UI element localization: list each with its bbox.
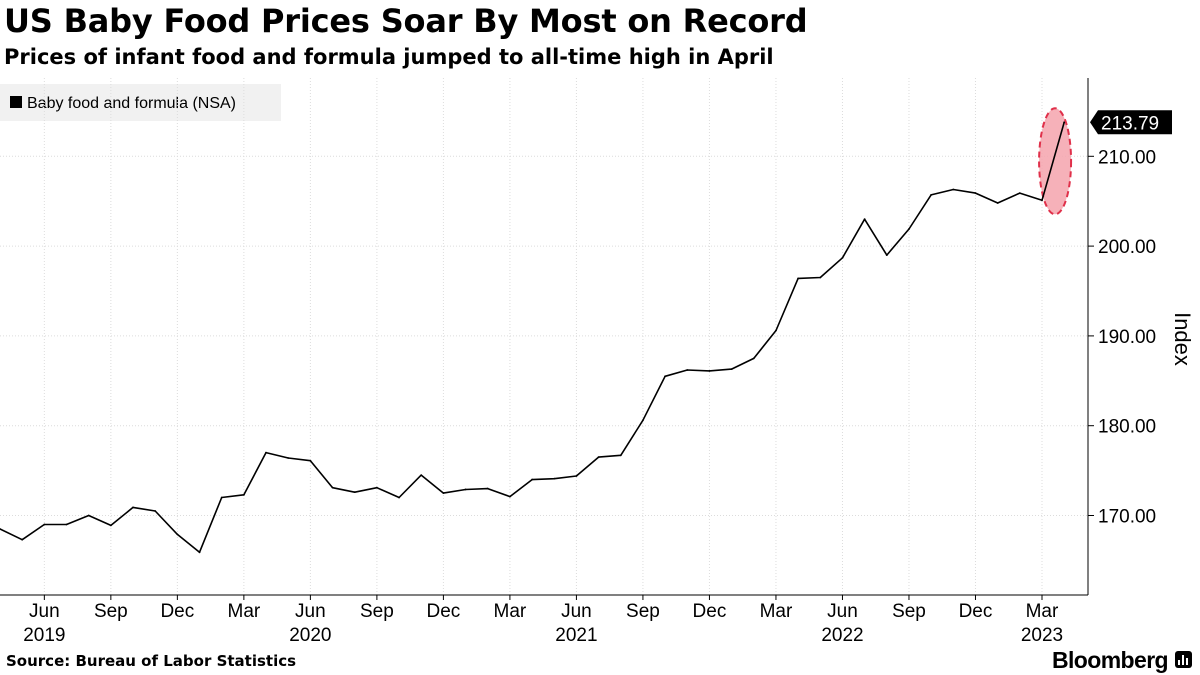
data-point bbox=[996, 202, 999, 204]
last-value-label: 213.79 bbox=[1101, 113, 1159, 134]
x-tick-label: Dec bbox=[959, 601, 993, 622]
y-axis-label: Index bbox=[1170, 312, 1195, 366]
chart-subtitle: Prices of infant food and formula jumped… bbox=[4, 45, 774, 69]
x-tick-label: Mar bbox=[1026, 601, 1059, 622]
source-note: Source: Bureau of Labor Statistics bbox=[6, 652, 297, 670]
x-tick-label: Mar bbox=[494, 601, 527, 622]
data-point bbox=[43, 523, 46, 526]
data-point bbox=[309, 459, 312, 462]
x-tick-label: Mar bbox=[760, 601, 793, 622]
data-point bbox=[1063, 121, 1066, 124]
data-point bbox=[863, 218, 866, 221]
data-point bbox=[198, 551, 201, 554]
x-year-label: 2022 bbox=[821, 625, 863, 646]
label-layer: 170.00 180.00 190.00 200.00 210.00 Jun 2019 Sep… bbox=[23, 110, 1172, 646]
x-tick-label: Sep bbox=[892, 601, 926, 622]
data-point bbox=[708, 370, 711, 372]
data-point bbox=[442, 492, 445, 494]
highlight-layer bbox=[1038, 107, 1073, 216]
axes bbox=[0, 78, 1094, 600]
data-point bbox=[1018, 192, 1021, 195]
x-tick-label: Jun bbox=[827, 601, 858, 622]
data-point bbox=[220, 496, 223, 499]
legend-label: Baby food and formula (NSA) bbox=[27, 95, 236, 112]
data-point bbox=[154, 510, 157, 512]
data-point bbox=[242, 493, 245, 496]
data-point bbox=[841, 256, 844, 259]
data-point bbox=[420, 474, 423, 476]
data-point bbox=[531, 478, 533, 481]
data-point bbox=[908, 228, 910, 230]
y-tick-label: 210.00 bbox=[1098, 147, 1156, 168]
data-point bbox=[87, 514, 90, 517]
data-point bbox=[331, 486, 334, 489]
data-point bbox=[752, 357, 755, 360]
data-point bbox=[597, 456, 600, 459]
highlight-ellipse bbox=[1038, 107, 1073, 216]
data-point bbox=[375, 486, 378, 489]
y-tick-label: 200.00 bbox=[1098, 237, 1156, 258]
x-tick-label: Jun bbox=[295, 601, 326, 622]
data-point bbox=[65, 523, 68, 526]
legend-box bbox=[0, 84, 281, 121]
data-point bbox=[176, 533, 179, 536]
bloomberg-logo: Bloomberg bbox=[1052, 647, 1169, 673]
gridlines bbox=[0, 78, 1088, 595]
data-point bbox=[486, 487, 489, 490]
x-year-label: 2019 bbox=[23, 625, 65, 646]
data-point bbox=[930, 194, 933, 196]
data-point bbox=[730, 368, 733, 371]
bloomberg-bars-icon bbox=[1175, 651, 1192, 668]
data-point bbox=[353, 491, 356, 494]
data-point bbox=[664, 375, 666, 378]
data-point bbox=[775, 329, 777, 332]
data-point bbox=[797, 277, 800, 280]
data-point bbox=[974, 192, 977, 195]
y-tick-label: 180.00 bbox=[1098, 417, 1156, 438]
data-point bbox=[398, 496, 400, 499]
data-point bbox=[0, 528, 1, 530]
data-point bbox=[819, 276, 822, 279]
series-layer bbox=[0, 121, 1066, 554]
data-point bbox=[553, 477, 556, 480]
last-value-tag bbox=[1090, 110, 1172, 135]
y-tick-label: 170.00 bbox=[1098, 507, 1156, 528]
chart-title: US Baby Food Prices Soar By Most on Reco… bbox=[4, 2, 808, 40]
x-tick-label: Mar bbox=[228, 601, 261, 622]
legend-swatch bbox=[10, 96, 22, 108]
data-point bbox=[952, 188, 955, 191]
data-point bbox=[287, 457, 290, 459]
x-tick-label: Sep bbox=[360, 601, 394, 622]
x-tick-label: Jun bbox=[29, 601, 60, 622]
line-chart: Baby food and formula (NSA) 170.00 180.00… bbox=[0, 78, 1195, 646]
data-point bbox=[509, 495, 511, 498]
data-point bbox=[109, 524, 112, 527]
y-tick-label: 190.00 bbox=[1098, 327, 1156, 348]
series-line-baby-food bbox=[0, 122, 1065, 554]
x-year-label: 2021 bbox=[555, 625, 597, 646]
x-tick-label: Dec bbox=[160, 601, 194, 622]
x-tick-label: Dec bbox=[427, 601, 461, 622]
x-tick-label: Sep bbox=[94, 601, 128, 622]
x-tick-label: Sep bbox=[626, 601, 660, 622]
data-point bbox=[265, 451, 267, 454]
x-tick-label: Jun bbox=[561, 601, 592, 622]
data-point bbox=[21, 538, 24, 541]
data-point bbox=[1041, 199, 1043, 202]
data-point bbox=[464, 488, 467, 491]
x-tick-label: Dec bbox=[693, 601, 727, 622]
data-point bbox=[885, 254, 888, 256]
data-point bbox=[642, 419, 644, 422]
data-point bbox=[619, 454, 622, 457]
x-year-label: 2020 bbox=[289, 625, 331, 646]
data-point bbox=[575, 475, 578, 477]
data-point bbox=[132, 506, 134, 509]
data-point bbox=[686, 369, 689, 371]
x-year-label: 2023 bbox=[1021, 625, 1063, 646]
